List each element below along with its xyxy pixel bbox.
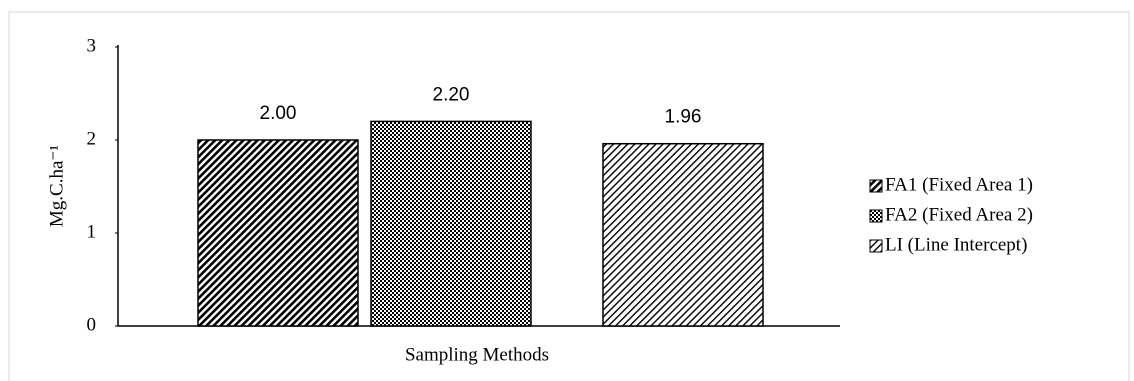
bar <box>370 120 532 327</box>
y-axis-label: Mg.C.ha⁻¹ <box>46 145 67 228</box>
y-tick-label: 3 <box>87 35 97 56</box>
value-label: 2.20 <box>433 84 470 105</box>
legend-label: LI (Line Intercept) <box>885 234 1027 255</box>
x-axis-label: Sampling Methods <box>405 344 549 365</box>
legend-label: FA1 (Fixed Area 1) <box>885 174 1033 195</box>
y-tick-label: 2 <box>87 128 97 149</box>
y-tick-label: 0 <box>87 314 97 335</box>
legend-swatch <box>869 209 883 223</box>
bar <box>602 142 764 327</box>
chart-border <box>8 11 1130 381</box>
bar <box>197 139 359 327</box>
value-label: 1.96 <box>665 107 702 128</box>
legend-swatch <box>869 239 883 253</box>
legend-swatch <box>869 179 883 193</box>
value-label: 2.00 <box>260 103 297 124</box>
y-tick-label: 1 <box>87 221 97 242</box>
legend-label: FA2 (Fixed Area 2) <box>885 204 1033 225</box>
